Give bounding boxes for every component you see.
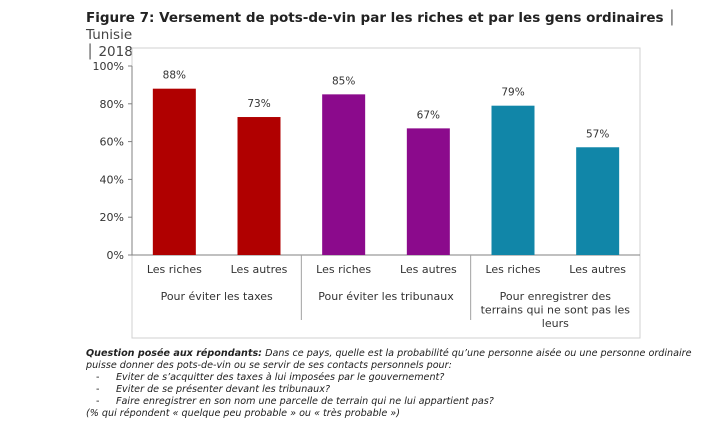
y-tick-label: 40% [100,173,124,186]
question-list: Eviter de s’acquitter des taxes à lui im… [86,372,694,408]
title-separator: │ [86,44,95,60]
question-label: Question posée aux répondants: [86,348,263,359]
bar-value-label: 85% [332,75,355,87]
y-tick-label: 80% [100,98,124,111]
y-tick-label: 100% [93,60,124,73]
title-main: Figure 7: Versement de pots-de-vin par l… [86,10,664,26]
question-item: Eviter de s’acquitter des taxes à lui im… [86,372,694,384]
bar-value-label: 73% [247,98,270,110]
category-label: Les autres [400,263,457,276]
y-tick-label: 0% [107,249,124,262]
bar [322,94,366,255]
bar-value-label: 79% [501,87,524,99]
title-separator: │ [667,10,676,26]
category-label: Les riches [316,263,371,276]
question-item: Faire enregistrer en son nom une parcell… [86,396,694,408]
title-country: Tunisie [86,27,133,43]
bar [406,128,450,255]
group-label: Pour éviter les tribunaux [318,290,454,303]
bar [237,117,281,255]
group-label: Pour enregistrer des terrains qui ne sont… [481,290,631,330]
bar-value-label: 67% [417,109,440,121]
bar [152,88,196,256]
category-label: Les autres [231,263,288,276]
y-tick-label: 60% [100,136,124,149]
question-note: Question posée aux répondants: Dans ce p… [86,348,694,420]
group-label: Pour éviter les taxes [161,290,273,303]
bar [576,147,620,255]
response-footnote: (% qui répondent « quelque peu probable … [86,408,400,419]
y-tick-label: 20% [100,211,124,224]
category-label: Les autres [569,263,626,276]
category-label: Les riches [147,263,202,276]
question-text: Dans ce pays, quelle est la probabilité … [86,348,692,371]
title-year: 2018 [98,44,133,60]
figure-title: Figure 7: Versement de pots-de-vin par l… [86,10,686,61]
bar-value-label: 57% [586,128,609,140]
category-label: Les riches [485,263,540,276]
question-item: Eviter de se présenter devant les tribun… [86,384,694,396]
bar-value-label: 88% [163,70,186,82]
bar [491,105,535,255]
